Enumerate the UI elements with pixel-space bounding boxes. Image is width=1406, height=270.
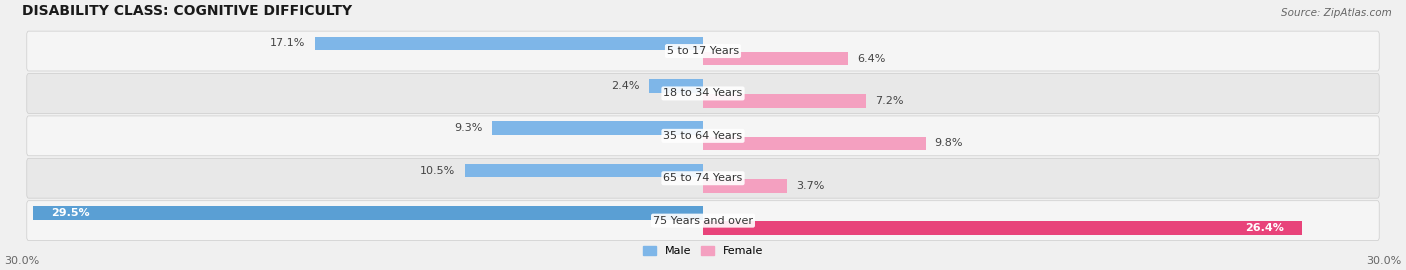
Text: 26.4%: 26.4%: [1246, 223, 1284, 233]
Bar: [34, 206, 703, 220]
Text: 18 to 34 Years: 18 to 34 Years: [664, 89, 742, 99]
Text: 17.1%: 17.1%: [270, 38, 305, 48]
Bar: [703, 137, 925, 150]
Text: 2.4%: 2.4%: [612, 81, 640, 91]
Text: 75 Years and over: 75 Years and over: [652, 216, 754, 226]
Legend: Male, Female: Male, Female: [638, 241, 768, 261]
Text: 9.3%: 9.3%: [454, 123, 482, 133]
Text: 6.4%: 6.4%: [858, 54, 886, 64]
Bar: [315, 37, 703, 50]
Bar: [464, 164, 703, 177]
Bar: [492, 122, 703, 135]
Text: 5 to 17 Years: 5 to 17 Years: [666, 46, 740, 56]
FancyBboxPatch shape: [27, 31, 1379, 71]
Bar: [703, 179, 787, 193]
FancyBboxPatch shape: [27, 116, 1379, 156]
Text: 35 to 64 Years: 35 to 64 Years: [664, 131, 742, 141]
FancyBboxPatch shape: [27, 158, 1379, 198]
Bar: [703, 52, 848, 65]
Bar: [703, 94, 866, 108]
Text: 29.5%: 29.5%: [51, 208, 90, 218]
FancyBboxPatch shape: [27, 73, 1379, 113]
Text: 10.5%: 10.5%: [420, 166, 456, 176]
Text: Source: ZipAtlas.com: Source: ZipAtlas.com: [1281, 8, 1392, 18]
FancyBboxPatch shape: [27, 201, 1379, 241]
Bar: [648, 79, 703, 93]
Text: 7.2%: 7.2%: [876, 96, 904, 106]
Text: DISABILITY CLASS: COGNITIVE DIFFICULTY: DISABILITY CLASS: COGNITIVE DIFFICULTY: [21, 4, 351, 18]
Text: 9.8%: 9.8%: [935, 139, 963, 148]
Bar: [703, 221, 1302, 235]
Text: 3.7%: 3.7%: [796, 181, 824, 191]
Text: 65 to 74 Years: 65 to 74 Years: [664, 173, 742, 183]
